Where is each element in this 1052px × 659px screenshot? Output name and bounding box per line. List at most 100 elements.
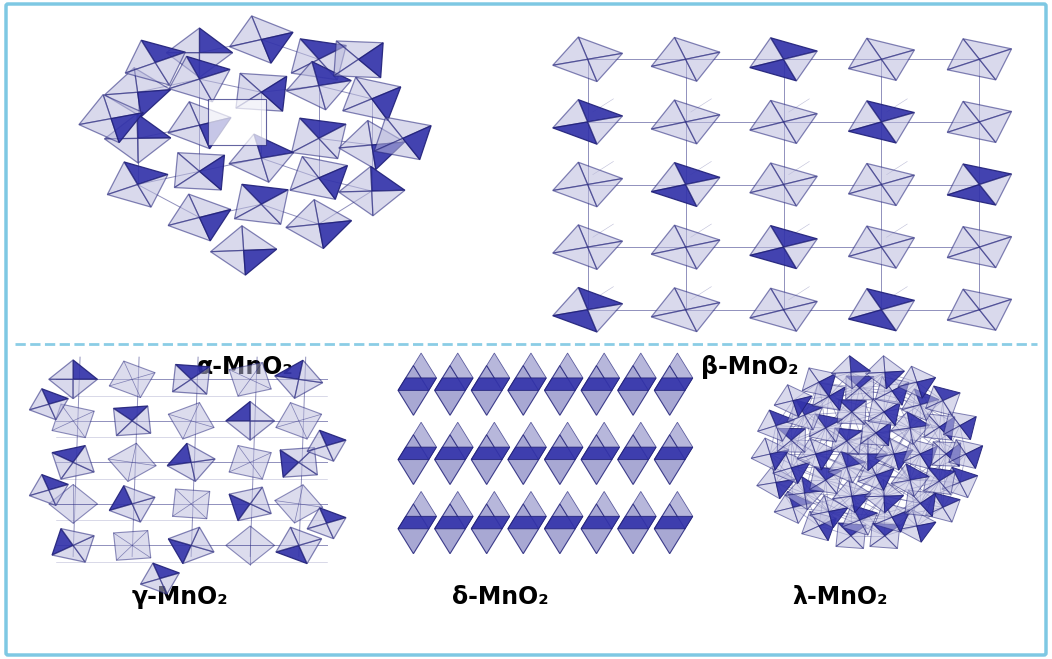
Polygon shape — [826, 419, 843, 442]
Polygon shape — [851, 505, 877, 520]
Polygon shape — [774, 507, 798, 523]
Polygon shape — [947, 39, 979, 70]
Polygon shape — [326, 517, 346, 538]
Polygon shape — [815, 449, 834, 470]
Polygon shape — [413, 422, 437, 459]
Polygon shape — [208, 99, 266, 145]
Polygon shape — [74, 536, 95, 562]
Polygon shape — [339, 167, 371, 192]
Polygon shape — [891, 428, 913, 444]
Polygon shape — [867, 226, 914, 247]
Polygon shape — [847, 431, 863, 454]
Polygon shape — [882, 113, 914, 143]
Polygon shape — [320, 430, 346, 445]
Polygon shape — [79, 119, 119, 142]
Polygon shape — [924, 468, 939, 491]
Polygon shape — [838, 399, 866, 412]
Polygon shape — [828, 451, 847, 472]
Polygon shape — [756, 466, 776, 486]
Polygon shape — [618, 366, 648, 415]
Polygon shape — [867, 163, 914, 185]
Polygon shape — [552, 162, 588, 190]
Polygon shape — [487, 353, 510, 390]
Polygon shape — [905, 503, 932, 517]
Polygon shape — [934, 493, 960, 507]
Polygon shape — [776, 420, 794, 442]
Polygon shape — [261, 76, 287, 111]
Polygon shape — [471, 366, 502, 415]
Polygon shape — [311, 61, 351, 86]
Polygon shape — [156, 52, 185, 85]
Polygon shape — [168, 125, 209, 149]
Polygon shape — [290, 157, 319, 190]
Polygon shape — [581, 378, 620, 390]
Polygon shape — [952, 467, 977, 482]
Polygon shape — [861, 420, 876, 444]
Polygon shape — [295, 380, 323, 399]
Polygon shape — [226, 401, 250, 421]
Polygon shape — [173, 489, 209, 519]
Polygon shape — [52, 546, 85, 562]
Polygon shape — [842, 520, 868, 535]
Polygon shape — [892, 510, 910, 532]
Polygon shape — [906, 464, 929, 480]
Polygon shape — [949, 454, 975, 469]
Polygon shape — [508, 447, 546, 459]
Polygon shape — [581, 435, 612, 484]
Polygon shape — [124, 162, 168, 185]
Polygon shape — [866, 356, 885, 374]
Polygon shape — [837, 399, 852, 423]
Polygon shape — [788, 492, 812, 507]
Polygon shape — [846, 376, 859, 399]
Polygon shape — [618, 435, 648, 484]
Polygon shape — [210, 226, 244, 252]
Polygon shape — [774, 401, 798, 416]
Polygon shape — [842, 505, 859, 527]
Polygon shape — [291, 39, 319, 73]
Polygon shape — [291, 138, 338, 159]
Polygon shape — [173, 364, 191, 391]
Polygon shape — [750, 310, 796, 331]
Polygon shape — [588, 116, 623, 144]
Polygon shape — [769, 410, 794, 426]
Polygon shape — [29, 474, 48, 496]
Polygon shape — [809, 428, 836, 442]
Polygon shape — [928, 468, 955, 481]
Polygon shape — [175, 153, 200, 188]
Polygon shape — [750, 100, 784, 130]
Polygon shape — [413, 492, 437, 529]
Polygon shape — [920, 446, 937, 469]
Polygon shape — [333, 59, 381, 78]
Polygon shape — [686, 240, 720, 269]
Polygon shape — [873, 398, 901, 412]
Polygon shape — [52, 404, 95, 438]
Polygon shape — [750, 225, 784, 256]
Polygon shape — [286, 224, 323, 248]
Polygon shape — [74, 360, 98, 380]
Polygon shape — [686, 302, 720, 331]
Polygon shape — [168, 539, 191, 563]
Polygon shape — [947, 164, 979, 195]
Polygon shape — [276, 527, 299, 552]
Polygon shape — [882, 377, 909, 391]
Polygon shape — [916, 378, 935, 398]
Polygon shape — [870, 536, 897, 548]
Polygon shape — [831, 428, 847, 451]
Polygon shape — [141, 40, 185, 63]
Polygon shape — [772, 466, 795, 482]
Polygon shape — [874, 502, 892, 525]
Polygon shape — [903, 440, 920, 462]
Polygon shape — [552, 247, 596, 270]
Polygon shape — [307, 445, 333, 461]
Polygon shape — [61, 463, 95, 479]
Polygon shape — [552, 185, 596, 207]
Polygon shape — [48, 399, 68, 420]
Polygon shape — [846, 376, 874, 388]
Polygon shape — [829, 387, 845, 411]
Polygon shape — [802, 526, 828, 540]
Polygon shape — [52, 445, 85, 463]
Polygon shape — [805, 408, 823, 430]
Polygon shape — [898, 366, 916, 387]
Polygon shape — [651, 163, 686, 192]
Polygon shape — [552, 310, 596, 332]
